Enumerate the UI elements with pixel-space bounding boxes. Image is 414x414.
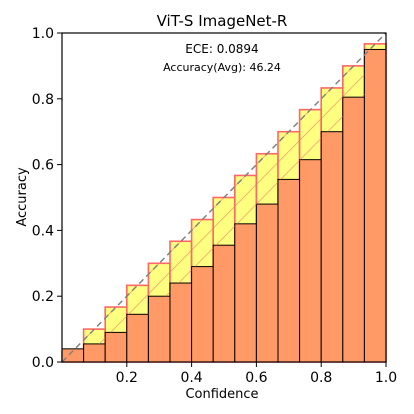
gap-hatch	[110, 315, 128, 333]
output-bar	[320, 131, 344, 363]
gap-hatch	[178, 269, 192, 284]
plot-area: 0.2 0.4 0.6 0.8 1.0 0.0 0.2 0.4 0.6 0.8 1.0	[32, 26, 397, 386]
output-bar	[277, 178, 301, 363]
ece-annotation: ECE: 0.0894	[185, 42, 258, 56]
gap-hatch	[215, 225, 236, 246]
y-tick-label: 0.2	[32, 289, 54, 305]
gap-hatch	[147, 313, 149, 315]
output-bar	[342, 96, 365, 363]
y-tick-label: 0.6	[32, 158, 54, 174]
gap-hatch	[99, 337, 106, 345]
x-tick-label: 0.4	[180, 370, 202, 386]
gap-hatch	[194, 247, 214, 267]
output-bar	[169, 282, 193, 363]
plot-frame	[61, 32, 387, 363]
output-bar	[234, 223, 257, 363]
gap-hatch	[128, 293, 149, 315]
x-tick-label: 0.2	[116, 370, 138, 386]
gap-hatch	[236, 203, 257, 225]
gap-hatch	[320, 96, 344, 119]
gap-hatch	[342, 74, 365, 97]
x-tick-label: 0.6	[245, 370, 267, 386]
gap-hatch	[361, 94, 365, 98]
output-bar	[255, 203, 279, 363]
gap-hatch	[299, 118, 322, 141]
output-bar	[363, 48, 387, 363]
gap-hatch	[148, 271, 171, 295]
x-axis-label: Confidence	[185, 387, 258, 402]
output-bar	[104, 331, 128, 363]
output-bar	[126, 313, 149, 363]
y-axis-label: Accuracy	[15, 167, 30, 227]
gap-hatch	[299, 138, 322, 160]
accuracy-annotation: Accuracy(Avg): 46.24	[163, 61, 281, 74]
gap-hatch	[234, 184, 257, 207]
gap-hatch	[277, 140, 300, 163]
gap-hatch	[165, 291, 171, 297]
y-tick-label: 0.8	[32, 92, 54, 108]
gap-hatch	[169, 249, 192, 273]
gap-hatch	[280, 159, 300, 180]
gap-hatch	[256, 181, 279, 205]
gap-hatch	[212, 206, 236, 229]
x-tick-label: 0.8	[310, 370, 332, 386]
y-tick-label: 1.0	[32, 26, 54, 42]
y-tick-label: 0.4	[32, 223, 54, 239]
gap-hatch	[256, 162, 279, 185]
output-bar	[191, 266, 214, 363]
perfect-calibration-line	[61, 32, 387, 363]
gap-hatch	[327, 116, 344, 132]
output-bar	[147, 295, 171, 363]
x-tick-label: 1.0	[375, 370, 397, 386]
output-bar	[299, 159, 322, 363]
gap-hatch	[191, 227, 214, 251]
chart-title: ViT-S ImageNet-R	[157, 12, 288, 30]
y-tick-label: 0.0	[32, 355, 54, 371]
output-bar	[212, 244, 236, 363]
output-bar	[83, 343, 106, 363]
